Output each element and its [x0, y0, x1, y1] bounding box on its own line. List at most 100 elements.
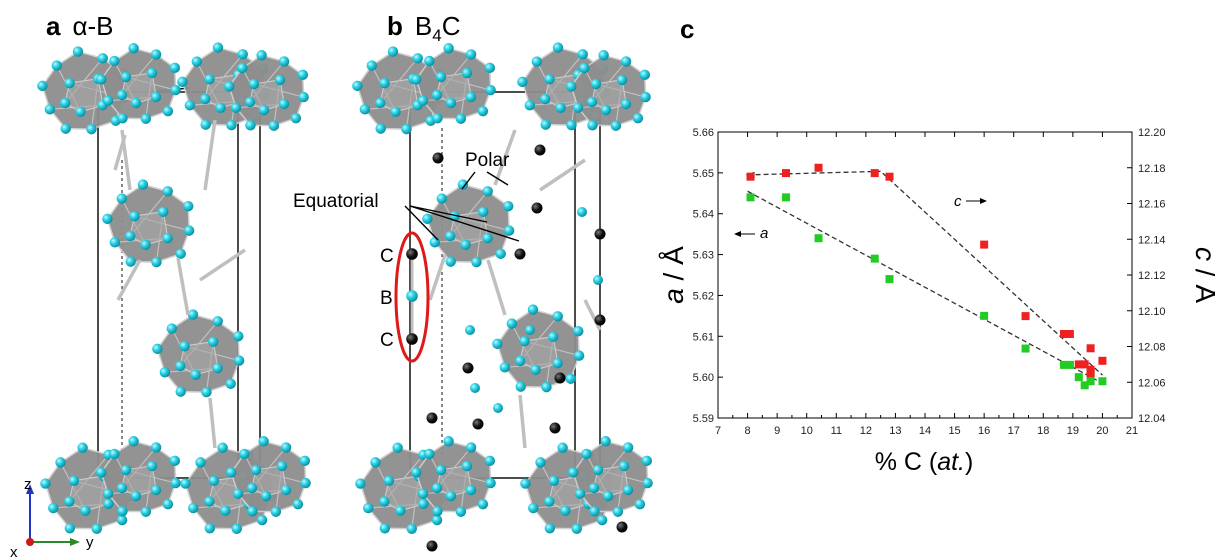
icosahedron: [422, 179, 515, 268]
boron-atom: [175, 360, 186, 372]
panel-a-title: α-B: [72, 11, 114, 41]
boron-atom: [146, 460, 158, 472]
boron-atom: [519, 336, 530, 347]
carbon-atom: [426, 412, 438, 424]
data-point-c: [782, 169, 791, 178]
boron-atom: [417, 488, 429, 499]
boron-atom: [432, 113, 443, 124]
boron-atom: [598, 50, 609, 61]
boron-atom: [544, 496, 555, 507]
boron-atom: [280, 484, 292, 496]
boron-atom: [622, 484, 634, 496]
boron-atom: [544, 523, 556, 534]
x-tick-label: 8: [745, 425, 751, 437]
data-point-c: [870, 169, 879, 178]
y-right-axis-title: c / Å: [1190, 247, 1215, 303]
boron-atom: [86, 123, 97, 135]
boron-atom: [64, 78, 75, 89]
boron-atom: [406, 523, 417, 535]
icosahedron: [224, 50, 309, 131]
boron-atom: [225, 378, 236, 389]
boron-atom: [116, 193, 128, 204]
boron-atom: [297, 69, 309, 81]
boron-atom: [226, 119, 237, 131]
boron-atom: [552, 358, 563, 369]
icosahedron: [411, 436, 496, 517]
boron-atom: [541, 381, 552, 393]
boron-atom: [162, 186, 173, 197]
boron-atom: [184, 100, 196, 111]
boron-atom: [177, 76, 188, 88]
boron-atom: [140, 113, 152, 124]
boron-atom: [130, 490, 142, 502]
icosahedron-face: [520, 336, 558, 370]
chain-label-mid: B: [380, 288, 393, 309]
trend-lines: [745, 170, 1103, 384]
boron-atom: [387, 46, 399, 57]
boron-atom: [246, 482, 258, 494]
boron-atom: [424, 55, 435, 67]
data-point-c: [885, 172, 894, 181]
boron-atom: [477, 105, 489, 117]
boron-atom: [586, 96, 598, 108]
boron-atom: [233, 355, 245, 366]
boron-atom: [411, 74, 422, 85]
boron-atom: [248, 78, 260, 90]
boron-atom: [250, 464, 262, 476]
boron-atom: [555, 102, 566, 114]
boron-atom: [232, 488, 244, 499]
carbon-atom: [534, 144, 546, 156]
boron-atom: [116, 482, 128, 494]
icosahedron-face: [250, 80, 284, 110]
icosahedron-face: [252, 466, 286, 496]
icosahedron-face: [380, 78, 418, 112]
boron-atom: [292, 498, 304, 510]
icosahedron: [152, 309, 245, 398]
boron-atom: [577, 49, 588, 60]
boron-atom: [220, 505, 231, 516]
boron-atom: [179, 341, 190, 352]
boron-atom: [128, 43, 139, 54]
icosahedron: [96, 436, 181, 517]
boron-atom: [435, 464, 447, 476]
bond: [208, 397, 217, 449]
crystal-structures: C B C Polar Equatorial z y x: [10, 42, 653, 558]
x-tick-label: 14: [919, 425, 931, 437]
boron-atom: [68, 475, 80, 486]
boron-atom: [566, 119, 577, 131]
y-left-tick-label: 5.59: [693, 413, 714, 425]
boron-atom: [503, 200, 514, 212]
boron-atom: [352, 80, 363, 92]
boron-atom: [566, 81, 577, 92]
boron-atom: [158, 206, 169, 217]
y-right-tick-label: 12.14: [1138, 234, 1166, 246]
boron-atom: [379, 78, 390, 89]
chain-boron-atom: [406, 290, 418, 302]
boron-atom: [109, 448, 120, 460]
boron-atom: [298, 91, 309, 103]
boron-atom: [531, 56, 543, 67]
boron-atom: [445, 97, 457, 109]
boron-atom: [465, 91, 477, 103]
boron-atom: [640, 91, 651, 103]
boron-atom: [478, 206, 489, 217]
boron-atom: [212, 316, 223, 327]
boron-atom: [109, 55, 120, 67]
x-tick-label: 20: [1096, 425, 1108, 437]
boron-atom: [455, 506, 467, 517]
x-tick-label: 17: [1008, 425, 1020, 437]
boron-atom: [146, 67, 158, 79]
boron-atom: [130, 97, 142, 109]
boron-atom: [162, 233, 173, 244]
panel-c-letter: c: [680, 14, 695, 44]
icosahedron: [411, 43, 496, 124]
boron-atom: [233, 330, 244, 342]
boron-atom: [103, 498, 114, 509]
icosahedron-face: [65, 78, 103, 112]
icosahedron-face: [180, 341, 218, 375]
a-series-annotation: a: [734, 225, 768, 242]
axis-triad: z y x: [10, 476, 94, 558]
boron-atom: [424, 448, 435, 460]
icosahedron: [96, 43, 181, 124]
boron-atom: [445, 490, 457, 502]
